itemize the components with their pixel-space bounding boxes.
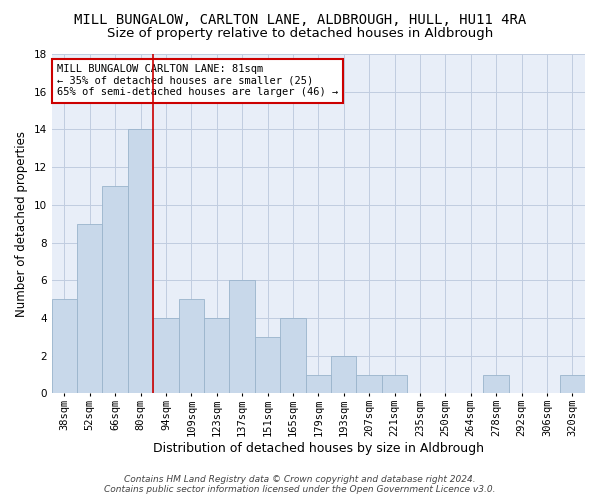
Text: Contains HM Land Registry data © Crown copyright and database right 2024.
Contai: Contains HM Land Registry data © Crown c… — [104, 474, 496, 494]
Bar — [255, 337, 280, 394]
Text: MILL BUNGALOW CARLTON LANE: 81sqm
← 35% of detached houses are smaller (25)
65% : MILL BUNGALOW CARLTON LANE: 81sqm ← 35% … — [57, 64, 338, 98]
Bar — [128, 130, 153, 394]
Bar — [305, 374, 331, 394]
X-axis label: Distribution of detached houses by size in Aldbrough: Distribution of detached houses by size … — [153, 442, 484, 455]
Bar — [484, 374, 509, 394]
Y-axis label: Number of detached properties: Number of detached properties — [15, 130, 28, 316]
Bar — [103, 186, 128, 394]
Bar — [204, 318, 229, 394]
Bar — [356, 374, 382, 394]
Bar — [331, 356, 356, 394]
Bar — [229, 280, 255, 394]
Bar — [280, 318, 305, 394]
Bar — [77, 224, 103, 394]
Text: MILL BUNGALOW, CARLTON LANE, ALDBROUGH, HULL, HU11 4RA: MILL BUNGALOW, CARLTON LANE, ALDBROUGH, … — [74, 12, 526, 26]
Bar — [560, 374, 585, 394]
Bar — [179, 299, 204, 394]
Bar — [153, 318, 179, 394]
Bar — [52, 299, 77, 394]
Text: Size of property relative to detached houses in Aldbrough: Size of property relative to detached ho… — [107, 28, 493, 40]
Bar — [382, 374, 407, 394]
